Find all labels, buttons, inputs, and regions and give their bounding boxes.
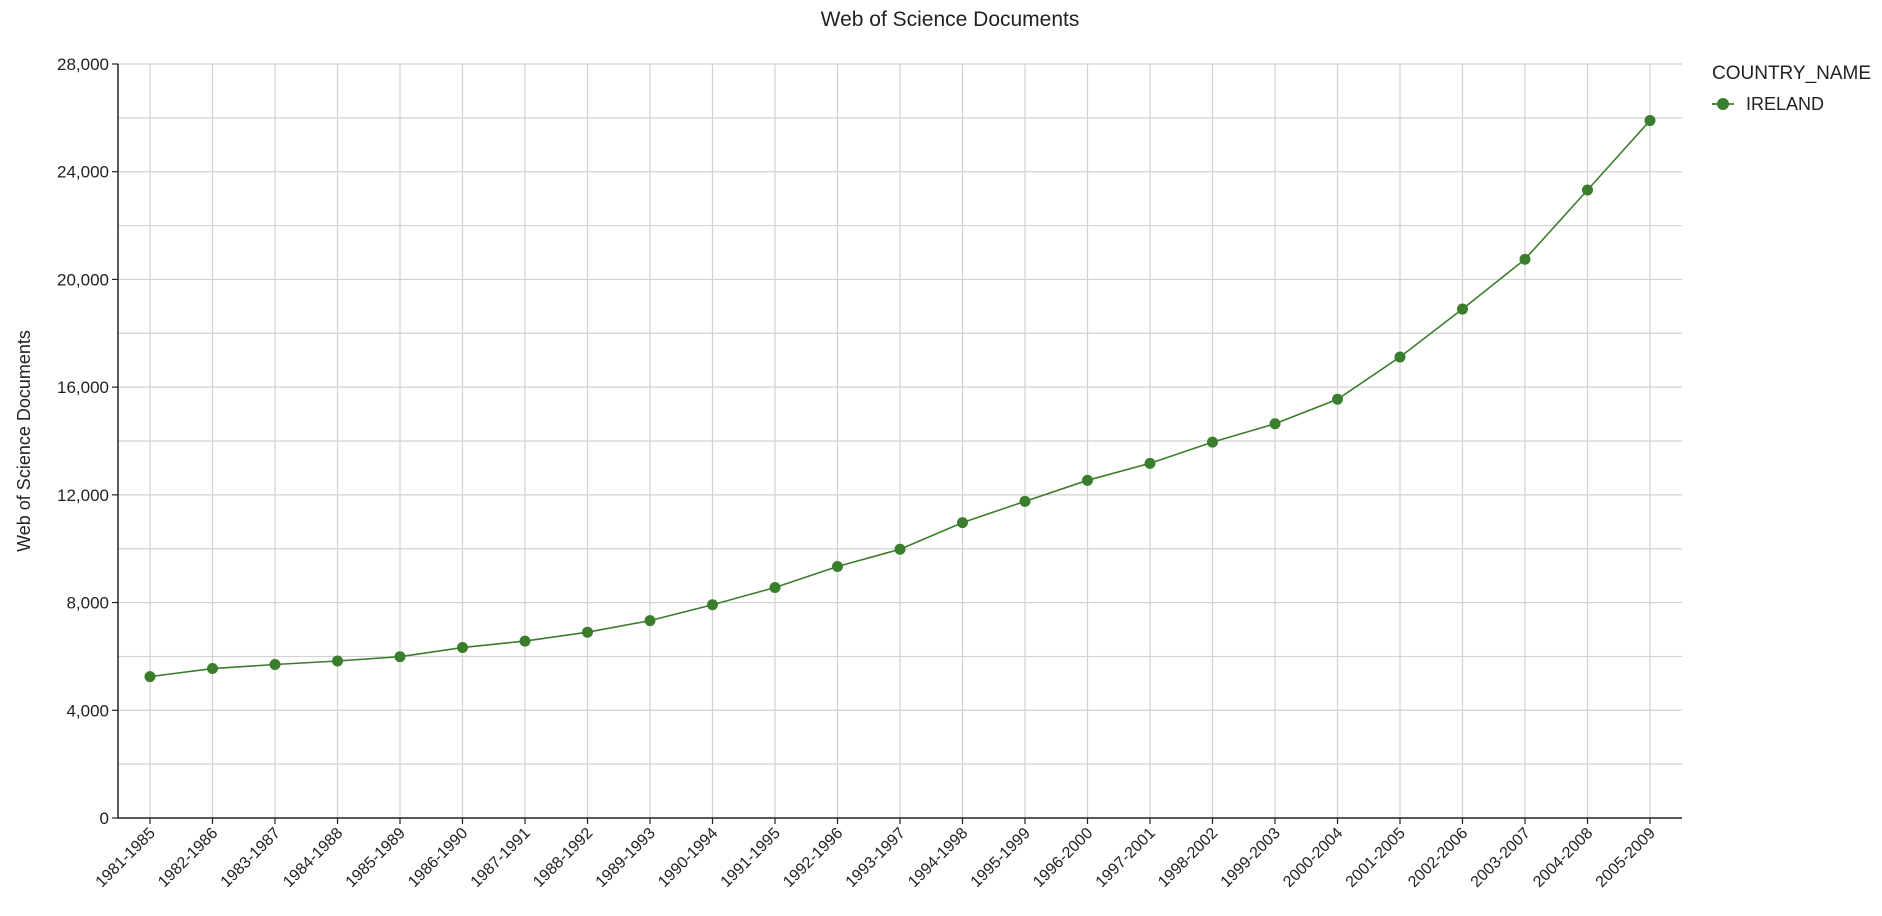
x-tick-label: 1988-1992 [530,825,596,891]
x-tick-label: 1984-1988 [280,825,346,891]
data-point [519,635,531,647]
data-point [457,642,468,654]
x-tick-label: 1989-1993 [593,825,659,891]
y-tick-label: 4,000 [66,701,109,720]
x-tick-labels: 1981-19851982-19861983-19871984-19881985… [93,818,1659,891]
legend-items: IRELAND [1712,94,1824,114]
x-tick-label: 1983-1987 [218,825,284,891]
x-tick-label: 1997-2001 [1093,825,1159,891]
y-tick-label: 24,000 [57,163,109,182]
gridlines [118,63,1682,818]
x-tick-label: 1991-1995 [718,825,784,891]
data-point [207,663,218,675]
x-tick-label: 2002-2006 [1405,825,1471,891]
data-point [894,543,906,555]
y-tick-label: 16,000 [57,378,109,397]
legend-label: IRELAND [1746,94,1824,114]
x-tick-label: 1995-1999 [968,825,1034,891]
y-tick-labels: 0 4,000 8,000 12,000 16,000 20,000 24,000 28,00… [57,55,118,828]
x-tick-label: 1982-1986 [155,825,221,891]
y-tick-label: 28,000 [57,55,109,74]
x-tick-label: 1986-1990 [405,825,471,891]
x-tick-label: 1993-1997 [843,825,909,891]
data-point [1144,457,1156,469]
chart-title: Web of Science Documents [821,8,1080,31]
data-point [1394,351,1406,363]
x-tick-label: 1996-2000 [1030,825,1096,891]
data-point [1269,418,1281,430]
x-tick-label: 1981-1985 [93,825,159,891]
data-point [1519,253,1531,265]
data-point [1644,115,1656,127]
data-point [1019,495,1031,507]
x-tick-label: 1985-1989 [343,825,409,891]
x-tick-label: 1992-1996 [780,825,846,891]
series-layer [144,115,1656,683]
data-point [832,560,843,572]
data-point [644,615,656,627]
data-point [1082,474,1093,486]
data-point [394,651,406,663]
data-point [144,671,156,683]
data-point [1457,303,1468,315]
x-tick-label: 1994-1998 [905,825,971,891]
data-point [707,599,718,611]
x-tick-label: 2004-2008 [1530,825,1596,891]
legend-title: COUNTRY_NAME [1712,63,1871,84]
legend: COUNTRY_NAME IRELAND [1712,63,1871,114]
x-tick-label: 2005-2009 [1593,825,1659,891]
legend-swatch-marker [1717,98,1729,110]
data-point [1582,184,1593,196]
x-tick-label: 2001-2005 [1343,825,1409,891]
x-tick-label: 1990-1994 [655,825,721,891]
data-point [269,659,281,671]
data-point [332,655,343,667]
x-tick-label: 1999-2003 [1218,825,1284,891]
data-point [1332,393,1343,405]
x-tick-label: 1987-1991 [468,825,534,891]
data-point [957,517,968,529]
y-tick-label: 20,000 [57,270,109,289]
y-tick-label: 0 [100,809,109,828]
x-tick-label: 1998-2002 [1155,825,1221,891]
y-tick-label: 12,000 [57,486,109,505]
data-point [769,581,781,593]
data-point [1207,436,1218,448]
x-tick-label: 2003-2007 [1468,825,1534,891]
data-point [582,626,593,638]
x-tick-label: 2000-2004 [1280,825,1346,891]
y-tick-label: 8,000 [66,594,109,613]
y-axis-title: Web of Science Documents [14,330,34,552]
